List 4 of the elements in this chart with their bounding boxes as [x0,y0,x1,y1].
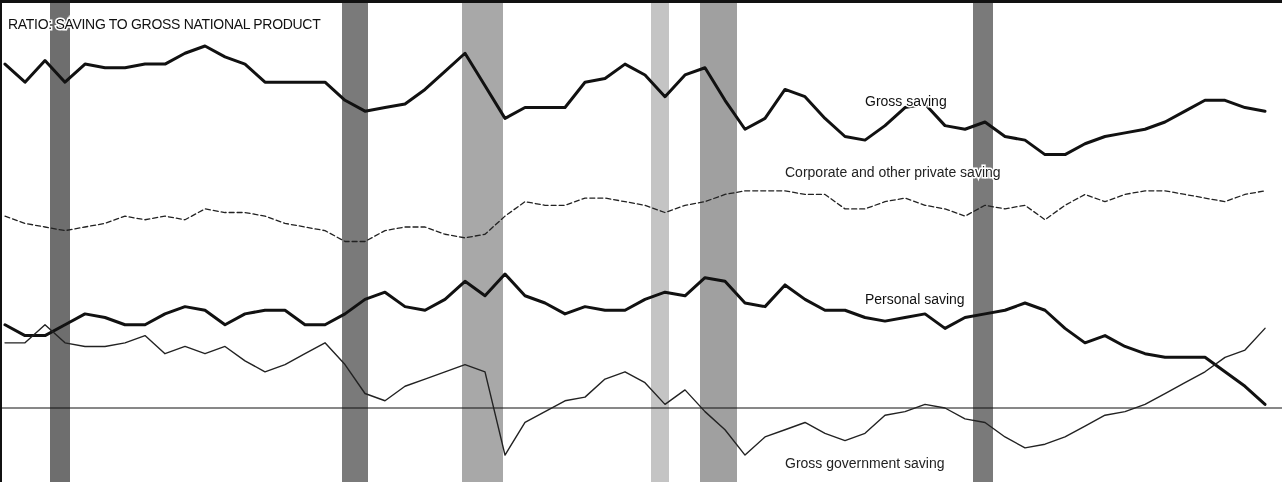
series-label: Gross government saving [785,454,945,471]
series-label: Corporate and other private saving [785,163,1001,180]
series-label: Gross saving [865,93,947,110]
series-label: Personal saving [865,290,965,307]
